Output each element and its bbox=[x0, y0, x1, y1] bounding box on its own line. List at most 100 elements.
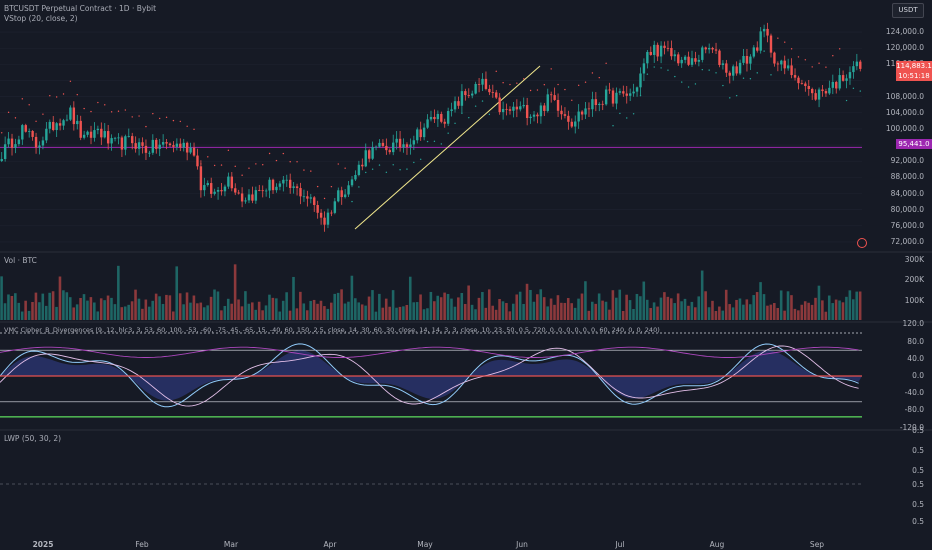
candle-body bbox=[453, 101, 457, 110]
candle-body bbox=[584, 108, 587, 115]
volume-bar bbox=[728, 304, 731, 320]
volume-bar bbox=[831, 303, 834, 320]
vstop-indicator-title[interactable]: VStop (20, close, 2) bbox=[4, 14, 78, 23]
volume-bar bbox=[590, 301, 594, 320]
vstop-dot bbox=[495, 70, 497, 73]
candle-body bbox=[498, 97, 501, 113]
volume-bar bbox=[3, 303, 7, 320]
volume-bar bbox=[446, 293, 450, 320]
volume-bar bbox=[244, 291, 247, 320]
volume-bar bbox=[755, 292, 759, 320]
volume-bar bbox=[384, 298, 388, 320]
vstop-dot bbox=[660, 67, 662, 69]
volume-bar bbox=[604, 301, 608, 320]
candle-body bbox=[766, 28, 769, 36]
volume-bar bbox=[628, 300, 632, 320]
volume-bar bbox=[621, 311, 625, 320]
volume-bar bbox=[851, 299, 855, 320]
candle-body bbox=[416, 129, 419, 141]
candle-body bbox=[786, 65, 790, 69]
vstop-dot bbox=[715, 72, 717, 74]
candle-body bbox=[635, 87, 639, 92]
candle-body bbox=[41, 140, 45, 146]
candle-body bbox=[776, 63, 780, 65]
vstop-dot bbox=[674, 75, 676, 78]
candle-body bbox=[817, 89, 821, 100]
volume-bar bbox=[797, 310, 800, 320]
candle-body bbox=[436, 113, 440, 120]
candle-body bbox=[21, 125, 24, 140]
vstop-dot bbox=[248, 167, 250, 169]
candle-body bbox=[227, 176, 230, 187]
vstop-dot bbox=[557, 83, 559, 86]
time-axis-label: Sep bbox=[809, 540, 825, 549]
volume-bar bbox=[474, 309, 477, 320]
candle-body bbox=[213, 191, 216, 194]
candle-body bbox=[835, 81, 838, 89]
vstop-dot bbox=[612, 125, 614, 127]
volume-bar bbox=[209, 296, 213, 320]
vstop-dot bbox=[687, 86, 690, 88]
volume-bar bbox=[800, 304, 804, 320]
vstop-dot bbox=[289, 161, 291, 163]
volume-bar bbox=[491, 305, 494, 320]
candle-body bbox=[732, 66, 735, 76]
price-axis-label: 104,000.0 bbox=[885, 107, 924, 117]
candle-body bbox=[659, 45, 663, 57]
volume-bar bbox=[378, 293, 381, 320]
candle-body bbox=[55, 123, 58, 131]
vstop-dot bbox=[296, 161, 298, 163]
candle-body bbox=[302, 196, 306, 198]
lwp-indicator-title[interactable]: LWP (50, 30, 2) bbox=[4, 434, 62, 443]
vstop-dot bbox=[165, 116, 168, 119]
candle-body bbox=[474, 83, 477, 94]
candle-body bbox=[598, 103, 601, 106]
vmc-indicator-title[interactable]: VMC Cipher_B_Divergences (9, 12, hlc3, 3… bbox=[4, 326, 660, 334]
candle-body bbox=[742, 55, 745, 63]
vstop-dot bbox=[852, 87, 855, 90]
candle-body bbox=[460, 91, 464, 106]
candle-body bbox=[388, 150, 391, 153]
volume-bar bbox=[827, 295, 831, 320]
candle-body bbox=[553, 95, 556, 100]
vstop-dot bbox=[811, 66, 813, 68]
vstop-dot bbox=[255, 163, 257, 165]
volume-bar bbox=[220, 310, 223, 320]
volume-bar bbox=[309, 300, 312, 320]
alert-icon[interactable] bbox=[857, 238, 867, 248]
vstop-dot bbox=[440, 143, 443, 145]
vstop-dot bbox=[859, 90, 861, 92]
vstop-dot bbox=[49, 94, 51, 97]
currency-button[interactable]: USDT bbox=[892, 3, 924, 18]
vstop-dot bbox=[543, 84, 546, 86]
vstop-dot bbox=[316, 185, 319, 188]
vstop-dot bbox=[509, 83, 511, 86]
vstop-dot bbox=[337, 163, 339, 165]
price-axis-label: 124,000.0 bbox=[885, 27, 924, 37]
osc-axis-label: -120.0 bbox=[899, 422, 924, 432]
volume-bar bbox=[666, 296, 670, 320]
trendline bbox=[354, 65, 541, 230]
volume-bar bbox=[580, 293, 584, 320]
candle-body bbox=[556, 99, 560, 111]
candle-body bbox=[14, 144, 17, 148]
volume-bar bbox=[584, 281, 587, 320]
vstop-dot bbox=[1, 132, 3, 134]
vstop-dot bbox=[83, 107, 85, 110]
volume-bar bbox=[790, 295, 793, 320]
candle-body bbox=[206, 183, 209, 186]
volume-bar bbox=[412, 302, 415, 320]
volume-bar bbox=[714, 311, 718, 320]
volume-indicator-title[interactable]: Vol · BTC bbox=[4, 256, 37, 265]
vstop-dot bbox=[804, 59, 807, 61]
last-price-tag: 114,883.1 bbox=[896, 61, 932, 71]
candle-body bbox=[577, 111, 580, 122]
vstop-dot bbox=[213, 164, 216, 167]
candle-body bbox=[560, 110, 563, 115]
volume-bar bbox=[704, 291, 707, 320]
vstop-dot bbox=[392, 164, 394, 166]
volume-bar bbox=[213, 289, 216, 320]
candle-body bbox=[450, 109, 453, 112]
